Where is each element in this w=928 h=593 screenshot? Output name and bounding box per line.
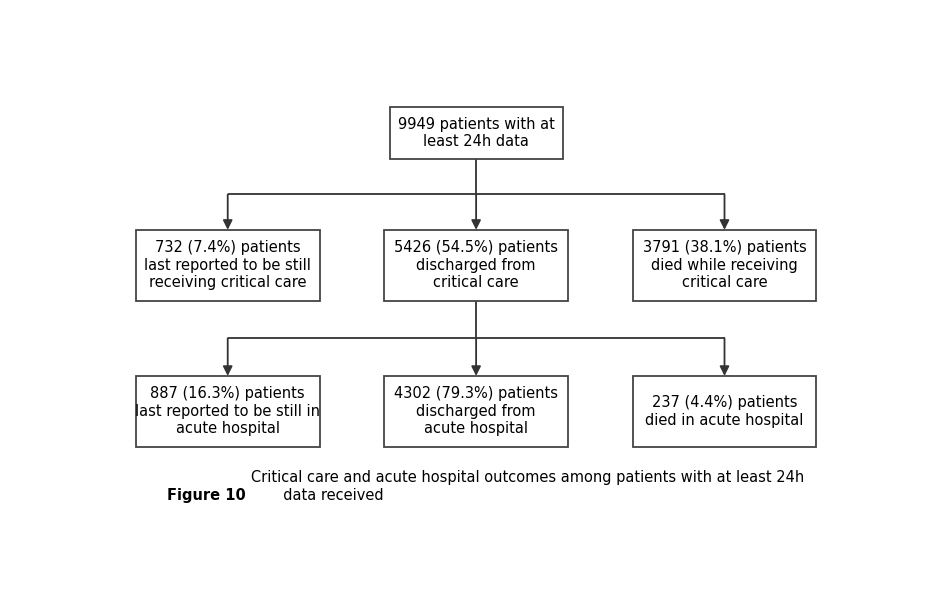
Text: 887 (16.3%) patients
last reported to be still in
acute hospital: 887 (16.3%) patients last reported to be… [135, 387, 320, 436]
Bar [632, 376, 816, 447]
Text: 9949 patients with at
least 24h data: 9949 patients with at least 24h data [397, 117, 554, 149]
Text: 3791 (38.1%) patients
died while receiving
critical care: 3791 (38.1%) patients died while receivi… [642, 240, 806, 290]
Text: Figure 10: Figure 10 [166, 487, 245, 503]
Text: 5426 (54.5%) patients
discharged from
critical care: 5426 (54.5%) patients discharged from cr… [393, 240, 558, 290]
Bar [135, 376, 319, 447]
Text: Critical care and acute hospital outcomes among patients with at least 24h
     : Critical care and acute hospital outcome… [237, 470, 804, 503]
Bar [632, 230, 816, 301]
Text: 4302 (79.3%) patients
discharged from
acute hospital: 4302 (79.3%) patients discharged from ac… [393, 387, 558, 436]
Bar [390, 107, 561, 159]
Bar [384, 230, 567, 301]
Text: 732 (7.4%) patients
last reported to be still
receiving critical care: 732 (7.4%) patients last reported to be … [144, 240, 311, 290]
Bar [135, 230, 319, 301]
Bar [384, 376, 567, 447]
Text: 237 (4.4%) patients
died in acute hospital: 237 (4.4%) patients died in acute hospit… [645, 395, 803, 428]
